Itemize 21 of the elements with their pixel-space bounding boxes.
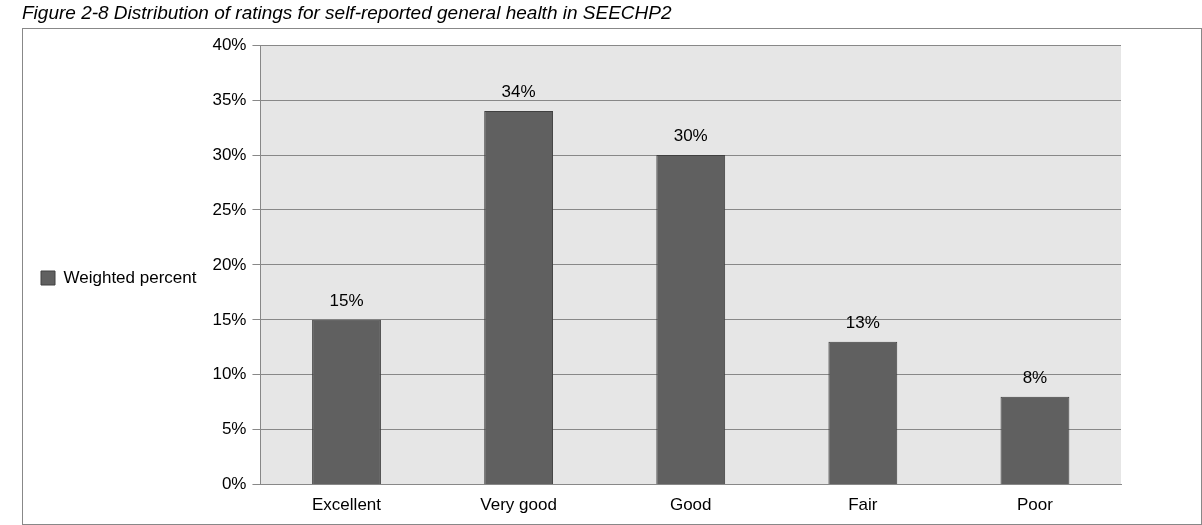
x-tick-label: Fair: [848, 495, 878, 515]
chart-title: Figure 2-8 Distribution of ratings for self-reported general health in SEECHP2: [22, 2, 672, 24]
x-tick-label: Excellent: [312, 495, 382, 515]
data-label: 15%: [329, 291, 364, 311]
y-tick-label: 30%: [212, 144, 247, 164]
y-tick-label: 35%: [212, 89, 247, 109]
y-tick-label: 25%: [212, 199, 247, 219]
data-label: 34%: [501, 82, 536, 102]
y-tick-label: 5%: [221, 419, 247, 439]
x-tick-label: Good: [669, 495, 712, 515]
y-tick-label: 10%: [212, 364, 247, 384]
y-tick-label: 20%: [212, 254, 247, 274]
x-tick-label: Poor: [1016, 495, 1054, 515]
data-label: 30%: [673, 126, 708, 146]
y-tick-label: 40%: [212, 34, 247, 54]
data-label: 8%: [1022, 367, 1048, 387]
y-tick-label: 0%: [221, 474, 247, 494]
x-tick-label: Very good: [480, 495, 557, 515]
data-label: 13%: [845, 312, 880, 332]
y-tick-label: 15%: [212, 309, 247, 329]
legend-label: Weighted percent: [63, 267, 197, 287]
